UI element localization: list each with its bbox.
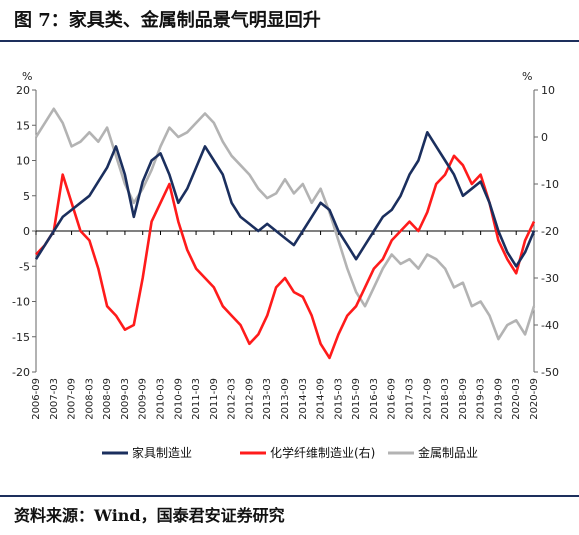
x-tick-label: 2010-09 <box>173 378 184 420</box>
series-line-1 <box>35 154 536 360</box>
x-tick-label: 2010-03 <box>156 378 167 420</box>
x-tick-label: 2015-09 <box>351 378 362 420</box>
x-tick-label: 2008-03 <box>84 378 95 420</box>
source-note: 资料来源：Wind，国泰君安证券研究 <box>14 506 285 525</box>
x-tick-label: 2011-03 <box>191 378 202 420</box>
right-tick-label: -50 <box>541 366 559 379</box>
x-tick-label: 2014-09 <box>316 378 327 420</box>
right-axis-unit: % <box>522 70 532 83</box>
left-tick-label: 20 <box>16 84 30 97</box>
x-tick-label: 2007-03 <box>49 378 60 420</box>
x-tick-label: 2016-09 <box>387 378 398 420</box>
legend-label-0: 家具制造业 <box>132 445 192 460</box>
x-tick-label: 2013-03 <box>262 378 273 420</box>
left-tick-label: -5 <box>19 260 30 273</box>
left-tick-label: -10 <box>12 296 30 309</box>
x-tick-label: 2012-03 <box>227 378 238 420</box>
x-tick-label: 2014-03 <box>298 378 309 420</box>
left-tick-label: -20 <box>12 366 30 379</box>
left-tick-label: -15 <box>12 331 30 344</box>
x-tick-label: 2012-09 <box>244 378 255 420</box>
left-tick-label: 0 <box>23 225 30 238</box>
x-tick-label: 2009-09 <box>138 378 149 420</box>
right-tick-label: 0 <box>541 131 548 144</box>
right-tick-label: -30 <box>541 272 559 285</box>
legend-label-2: 金属制品业 <box>418 445 478 460</box>
x-tick-label: 2006-09 <box>31 378 42 420</box>
x-tick-label: 2017-03 <box>405 378 416 420</box>
x-tick-label: 2009-03 <box>120 378 131 420</box>
x-tick-label: 2019-03 <box>476 378 487 420</box>
x-tick-label: 2013-09 <box>280 378 291 420</box>
x-tick-label: 2019-09 <box>493 378 504 420</box>
x-tick-label: 2007-09 <box>67 378 78 420</box>
x-tick-label: 2015-03 <box>333 378 344 420</box>
chart-axes: % %20151050-5-10-15-20100-10-20-30-40-502… <box>12 70 559 420</box>
right-tick-label: -20 <box>541 225 559 238</box>
right-tick-label: -40 <box>541 319 559 332</box>
x-tick-label: 2011-09 <box>209 378 220 420</box>
x-tick-label: 2008-09 <box>102 378 113 420</box>
chart-legend: 家具制造业 化学纤维制造业(右) 金属制品业 <box>102 445 478 460</box>
x-tick-label: 2017-09 <box>422 378 433 420</box>
x-tick-label: 2018-09 <box>458 378 469 420</box>
x-tick-label: 2020-03 <box>511 378 522 420</box>
left-tick-label: 15 <box>16 119 30 132</box>
line-chart: % %20151050-5-10-15-20100-10-20-30-40-502… <box>12 70 559 460</box>
series-line-2 <box>34 107 536 341</box>
series-line-0 <box>34 131 536 268</box>
right-tick-label: 10 <box>541 84 555 97</box>
x-tick-label: 2018-03 <box>440 378 451 420</box>
x-tick-label: 2016-03 <box>369 378 380 420</box>
legend-label-1: 化学纤维制造业(右) <box>270 445 375 460</box>
left-axis-unit: % <box>22 70 32 83</box>
left-tick-label: 5 <box>23 190 30 203</box>
right-tick-label: -10 <box>541 178 559 191</box>
title-divider <box>0 40 579 42</box>
series-layer <box>34 107 536 360</box>
left-tick-label: 10 <box>16 155 30 168</box>
source-divider <box>0 495 579 497</box>
figure-title: 图 7：家具类、金属制品景气明显回升 <box>14 10 321 31</box>
x-tick-label: 2020-09 <box>529 378 540 420</box>
